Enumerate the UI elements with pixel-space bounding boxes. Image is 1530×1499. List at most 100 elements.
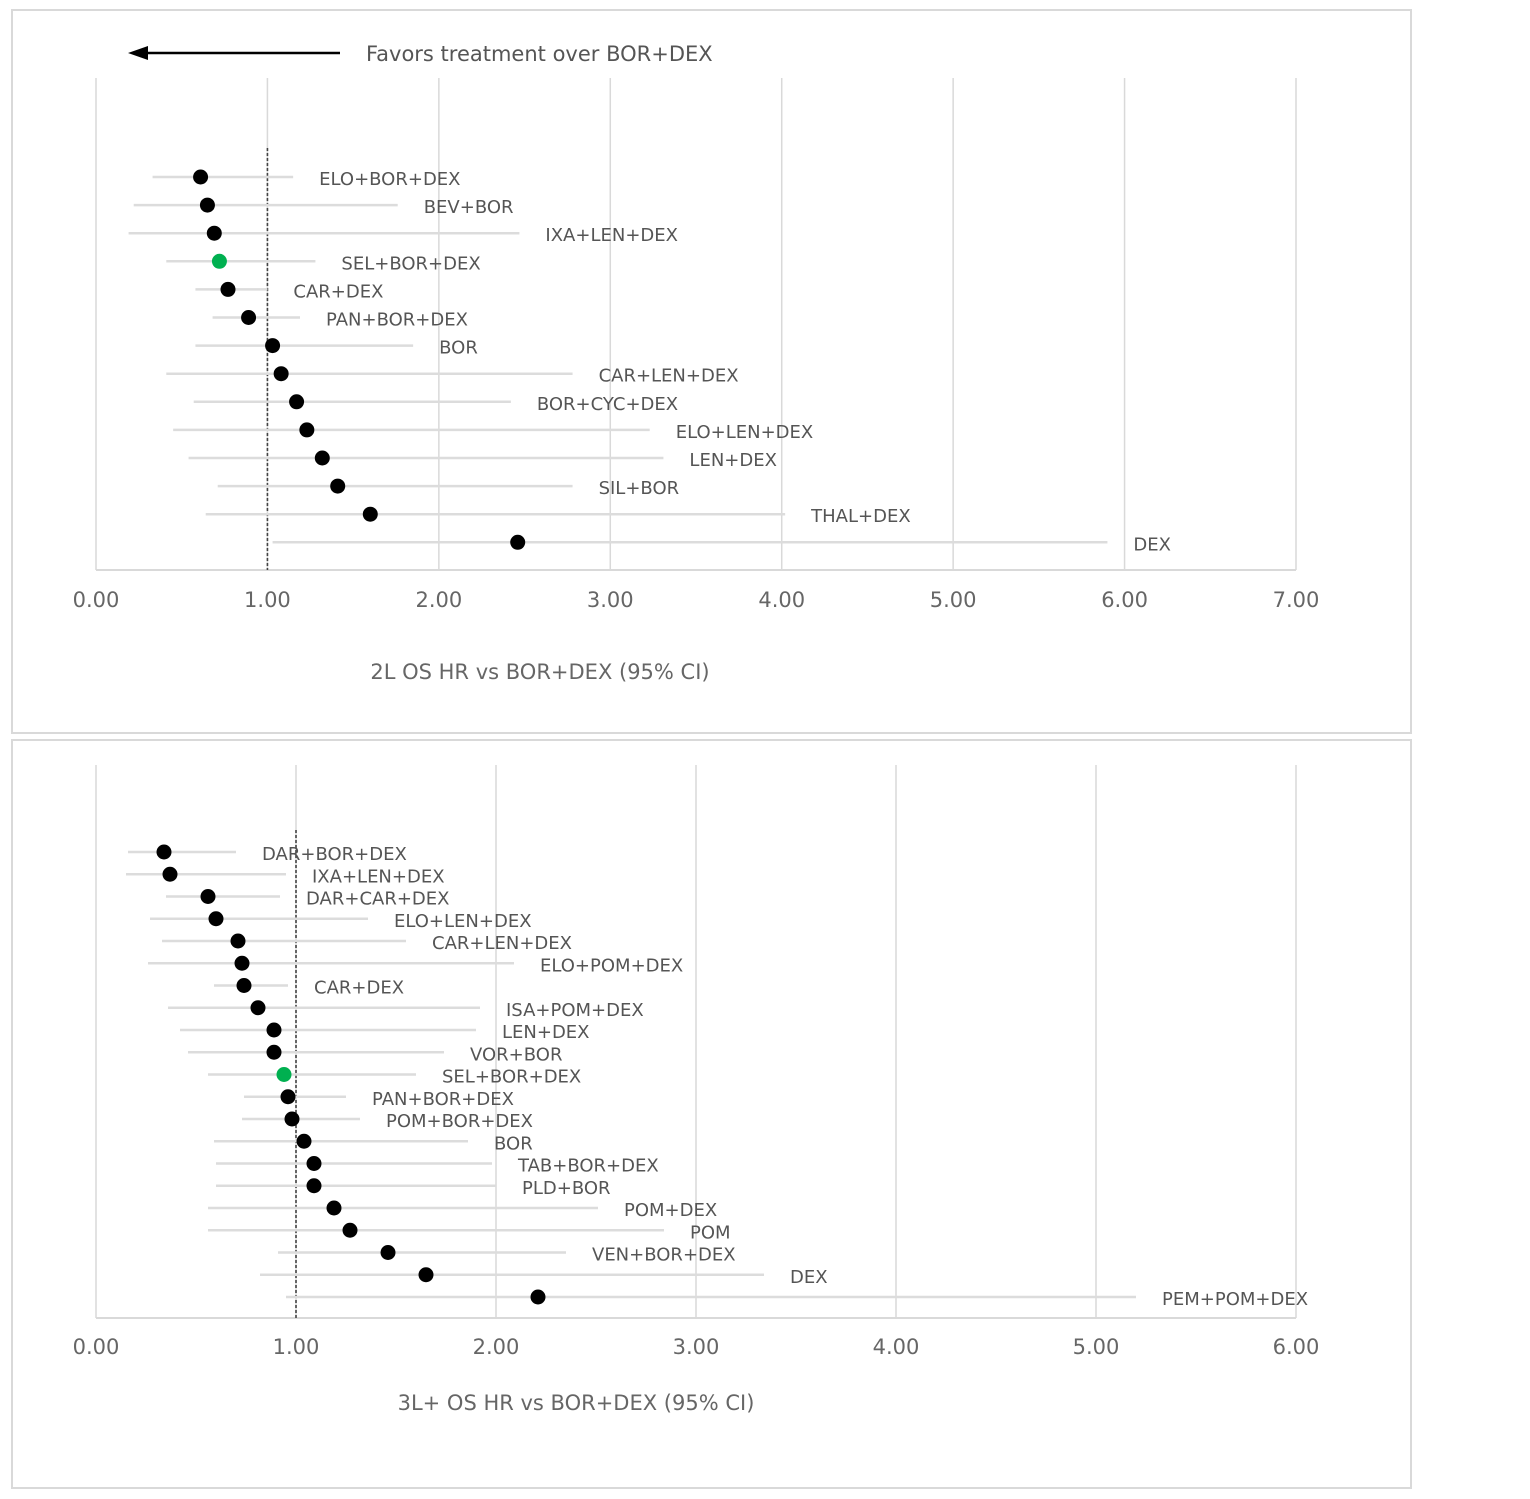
forest-row: POM+DEX — [208, 1200, 717, 1221]
hr-point — [284, 1111, 300, 1127]
hr-point — [200, 889, 216, 904]
row-label: PAN+BOR+DEX — [372, 1089, 514, 1110]
row-label: SEL+BOR+DEX — [442, 1067, 581, 1088]
hr-point — [276, 1067, 292, 1082]
forest-row: CAR+DEX — [195, 281, 383, 302]
hr-point — [380, 1245, 396, 1260]
hr-point — [266, 1022, 282, 1038]
hr-point — [326, 1200, 342, 1216]
hr-point — [156, 844, 172, 860]
forest-row: BOR+CYC+DEX — [193, 394, 678, 415]
forest-row: PEM+POM+DEX — [286, 1289, 1308, 1310]
hr-point — [266, 1044, 282, 1060]
forest-row: DEX — [260, 1267, 828, 1288]
forest-row: CAR+LEN+DEX — [166, 366, 739, 387]
row-label: PEM+POM+DEX — [1162, 1289, 1308, 1310]
hr-point — [306, 1156, 322, 1171]
x-tick-label: 7.00 — [1273, 588, 1320, 612]
x-axis-title: 3L+ OS HR vs BOR+DEX (95% CI) — [398, 1391, 755, 1415]
chart-panel-1: 0.00 1.00 2.00 3.00 4.00 5.00 6.00 7.00 ELO+BOR+… — [11, 9, 1412, 734]
panel-border — [11, 9, 1412, 734]
hr-point — [314, 450, 330, 466]
forest-row: ISA+POM+DEX — [168, 1000, 644, 1021]
row-label: BOR — [494, 1133, 533, 1154]
forest-row: PAN+BOR+DEX — [244, 1089, 514, 1110]
hr-point — [230, 933, 246, 949]
forest-row: ELO+LEN+DEX — [150, 911, 532, 932]
forest-row: ELO+BOR+DEX — [152, 169, 461, 190]
row-label: SIL+BOR — [599, 478, 680, 499]
hr-point — [289, 394, 305, 410]
hr-point — [296, 1133, 312, 1149]
hr-point — [330, 478, 346, 494]
forest-row: IXA+LEN+DEX — [126, 866, 445, 887]
forest-row: POM — [208, 1222, 731, 1243]
hr-point — [250, 1000, 266, 1016]
row-label: BOR — [439, 338, 478, 359]
row-label: DAR+BOR+DEX — [262, 844, 407, 865]
hr-point — [220, 281, 236, 297]
row-label: ISA+POM+DEX — [506, 1000, 644, 1021]
hr-point — [362, 506, 378, 522]
row-label: BOR+CYC+DEX — [537, 394, 678, 415]
chart-panel-2: 0.00 1.00 2.00 3.00 4.00 5.00 6.00DAR+BOR+DEXI… — [11, 739, 1412, 1489]
hr-point — [265, 338, 281, 354]
forest-row: LEN+DEX — [180, 1022, 590, 1043]
x-tick-label: 4.00 — [873, 1335, 920, 1359]
x-tick-label: 5.00 — [1073, 1335, 1120, 1359]
forest-row: DEX — [272, 534, 1171, 555]
x-tick-label: 3.00 — [673, 1335, 720, 1359]
row-label: DEX — [790, 1267, 828, 1288]
row-label: PAN+BOR+DEX — [326, 310, 468, 331]
hr-point — [273, 366, 289, 382]
forest-row: TAB+BOR+DEX — [216, 1156, 659, 1177]
favors-annotation: Favors treatment over BOR+DEX — [366, 42, 713, 66]
hr-point — [234, 955, 250, 971]
x-tick-label: 3.00 — [587, 588, 634, 612]
panel-border — [11, 739, 1412, 1489]
row-label: LEN+DEX — [689, 450, 777, 471]
arrow-left-icon — [128, 46, 148, 60]
hr-point — [530, 1289, 546, 1305]
forest-row: THAL+DEX — [205, 506, 911, 527]
forest-row: BOR — [195, 338, 478, 359]
row-label: LEN+DEX — [502, 1022, 590, 1043]
x-axis-title: 2L OS HR vs BOR+DEX (95% CI) — [370, 660, 709, 684]
row-label: VOR+BOR — [470, 1044, 562, 1065]
forest-row: ELO+POM+DEX — [148, 955, 683, 976]
forest-row: BOR — [214, 1133, 533, 1154]
forest-row: SEL+BOR+DEX — [208, 1067, 581, 1088]
forest-row: DAR+BOR+DEX — [128, 844, 407, 865]
row-label: ELO+LEN+DEX — [394, 911, 532, 932]
forest-row: VOR+BOR — [188, 1044, 562, 1065]
row-label: POM+DEX — [624, 1200, 717, 1221]
hr-point — [510, 534, 526, 550]
forest-row: VEN+BOR+DEX — [278, 1245, 736, 1266]
hr-point — [193, 169, 209, 185]
x-tick-label: 6.00 — [1273, 1335, 1320, 1359]
forest-row: PLD+BOR — [216, 1178, 611, 1199]
forest-row: SEL+BOR+DEX — [166, 253, 481, 274]
row-label: DEX — [1133, 534, 1171, 555]
hr-point — [236, 978, 252, 993]
row-label: VEN+BOR+DEX — [592, 1245, 736, 1266]
row-label: POM — [690, 1222, 731, 1243]
hr-point — [162, 866, 178, 882]
forest-row: CAR+LEN+DEX — [162, 933, 572, 954]
row-label: CAR+DEX — [293, 281, 383, 302]
row-label: ELO+LEN+DEX — [676, 422, 814, 443]
hr-point — [418, 1267, 434, 1283]
row-label: THAL+DEX — [810, 506, 911, 527]
x-tick-label: 6.00 — [1101, 588, 1148, 612]
forest-row: IXA+LEN+DEX — [128, 225, 678, 246]
row-label: CAR+LEN+DEX — [432, 933, 572, 954]
row-label: IXA+LEN+DEX — [312, 866, 445, 887]
row-label: IXA+LEN+DEX — [545, 225, 678, 246]
forest-row: LEN+DEX — [188, 450, 777, 471]
row-label: ELO+POM+DEX — [540, 955, 683, 976]
row-label: SEL+BOR+DEX — [341, 253, 480, 274]
hr-point — [306, 1178, 322, 1194]
x-tick-label: 1.00 — [244, 588, 291, 612]
hr-point — [211, 253, 227, 269]
